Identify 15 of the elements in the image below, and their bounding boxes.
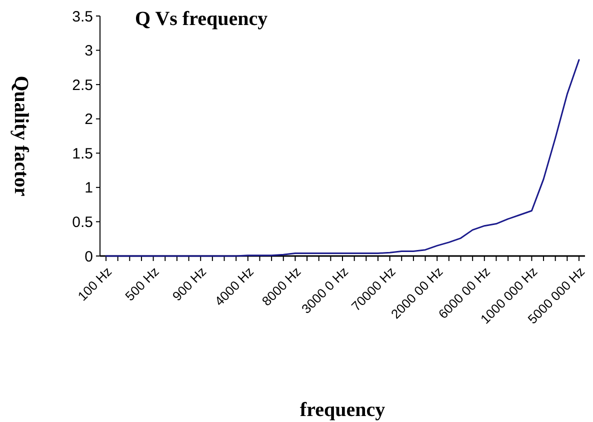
y-tick-label: 2 <box>84 111 93 128</box>
x-tick-label: 900 Hz <box>169 264 210 304</box>
x-axis-title: frequency <box>300 399 386 421</box>
x-tick-label: 500 Hz <box>122 264 162 304</box>
x-tick-label: 100 Hz <box>74 264 115 304</box>
y-tick-label: 3.5 <box>72 8 93 26</box>
y-tick-label: 1 <box>84 180 93 197</box>
y-axis-title: Quality factor <box>10 76 32 196</box>
y-tick-label: 3 <box>84 42 93 60</box>
chart-title: Q Vs frequency <box>135 8 268 30</box>
y-tick-label: 0 <box>84 248 93 266</box>
line-series <box>105 59 580 257</box>
y-tick-label: 1.5 <box>72 145 93 162</box>
y-tick-label: 2.5 <box>72 76 93 94</box>
y-tick-label: 0.5 <box>72 214 93 231</box>
